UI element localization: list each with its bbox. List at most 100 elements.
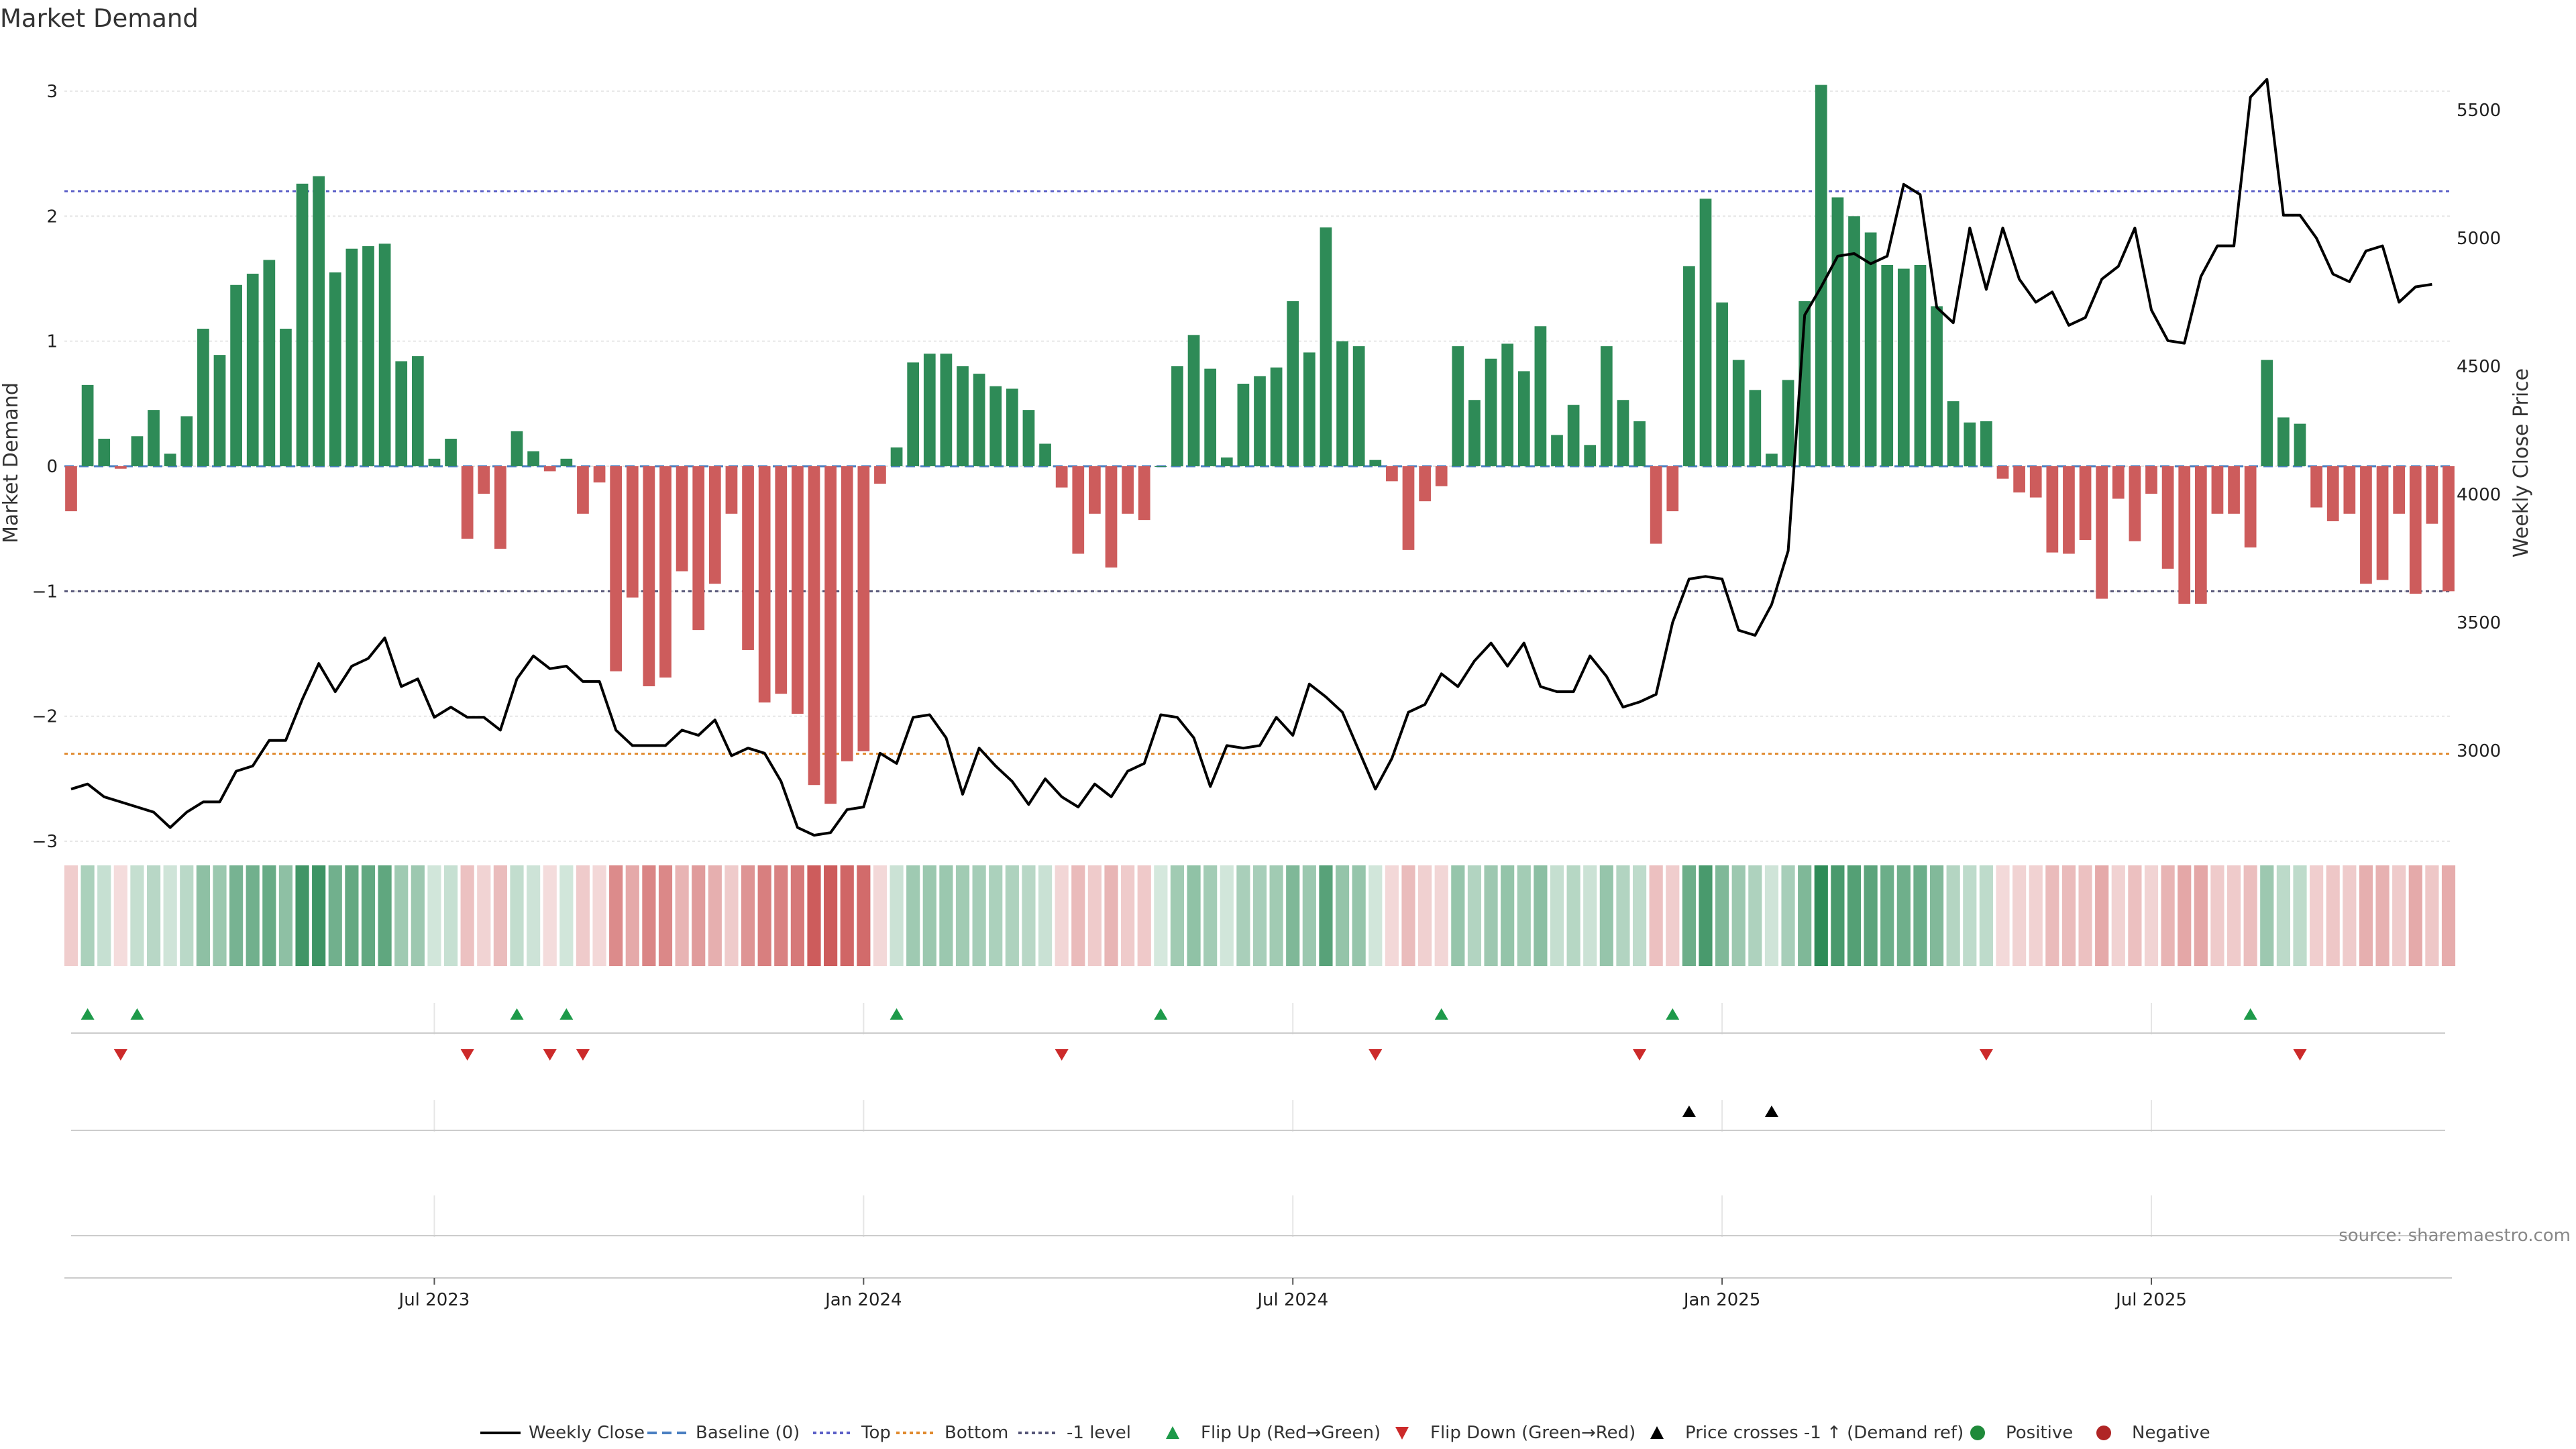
demand-bar	[213, 355, 226, 466]
flip-up-marker	[890, 1008, 904, 1020]
heat-cell	[807, 865, 821, 966]
demand-bar	[2360, 466, 2372, 584]
demand-bar	[676, 466, 688, 572]
heat-cell	[955, 865, 970, 966]
demand-bar	[114, 466, 127, 469]
heat-cell	[741, 865, 755, 966]
y2-axis-label: Weekly Close Price	[2510, 368, 2533, 557]
demand-bar	[1220, 457, 1233, 466]
demand-bar	[2194, 466, 2207, 604]
heat-cell	[2045, 865, 2059, 966]
demand-bar	[2261, 360, 2273, 466]
heat-cell	[278, 865, 293, 966]
heat-cell	[642, 865, 656, 966]
legend-label: Weekly Close	[529, 1423, 645, 1443]
demand-bar	[1683, 266, 1695, 466]
chart-title: Market Demand	[0, 4, 199, 33]
flip-down-marker	[1055, 1049, 1069, 1061]
demand-bar	[329, 272, 341, 466]
source-note: source: sharemaestro.com	[2339, 1226, 2571, 1246]
demand-bar	[1435, 466, 1448, 486]
heat-cell	[1566, 865, 1580, 966]
flip-up-marker	[510, 1008, 524, 1020]
demand-bar	[1964, 422, 1976, 466]
demand-bar	[1881, 264, 1894, 466]
y-tick-label: −3	[32, 832, 58, 852]
heat-cell	[708, 865, 722, 966]
heat-cell	[1170, 865, 1185, 966]
heat-cell	[1252, 865, 1267, 966]
demand-bar	[263, 260, 276, 466]
heat-cell	[378, 865, 392, 966]
demand-bar	[2294, 423, 2306, 466]
y-tick-label: 2	[46, 207, 58, 227]
demand-bar	[1749, 390, 1762, 466]
heat-cell	[2144, 865, 2159, 966]
demand-bar	[2228, 466, 2240, 514]
demand-bar	[874, 466, 886, 484]
demand-bar	[1633, 421, 1646, 466]
demand-bar	[1171, 366, 1183, 466]
demand-bar	[180, 416, 193, 466]
heat-cell	[113, 865, 127, 966]
demand-bar	[1732, 360, 1745, 466]
flip-up-marker	[130, 1008, 144, 1020]
demand-bar	[2063, 466, 2075, 554]
demand-bar	[1237, 384, 1250, 466]
heat-cell	[675, 865, 689, 966]
heat-cell	[2276, 865, 2290, 966]
demand-heat-strip	[64, 865, 2456, 966]
heat-cell	[146, 865, 161, 966]
heat-cell	[2210, 865, 2224, 966]
heat-cell	[1880, 865, 1894, 966]
flip-down-marker	[1368, 1049, 1383, 1061]
heat-cell	[1401, 865, 1415, 966]
demand-bar	[890, 447, 903, 466]
demand-bar	[345, 248, 358, 466]
heat-cell	[2310, 865, 2324, 966]
demand-bar	[230, 284, 242, 466]
heat-cell	[2095, 865, 2109, 966]
demand-bar	[197, 329, 209, 466]
demand-bar	[2393, 466, 2406, 514]
flip-up-marker	[2243, 1008, 2257, 1020]
demand-bar	[708, 466, 721, 584]
demand-bar	[2029, 466, 2042, 498]
demand-bar	[1022, 410, 1035, 466]
heat-cell	[1929, 865, 1944, 966]
demand-bar	[940, 354, 953, 466]
demand-bar	[1897, 268, 1910, 466]
heat-cell	[180, 865, 194, 966]
legend-label: Top	[861, 1423, 891, 1443]
heat-cell	[2425, 865, 2439, 966]
heat-cell	[2161, 865, 2175, 966]
heat-cell	[658, 865, 673, 966]
heat-cell	[1781, 865, 1795, 966]
heat-cell	[361, 865, 376, 966]
heat-cell	[1798, 865, 1812, 966]
heat-cell	[1896, 865, 1911, 966]
demand-bar	[445, 439, 457, 466]
heat-cell	[1764, 865, 1779, 966]
demand-bar	[1138, 466, 1150, 521]
demand-bar	[2161, 466, 2174, 569]
demand-bar	[1402, 466, 1415, 550]
demand-bar	[626, 466, 639, 598]
demand-bar	[527, 451, 539, 466]
demand-bar	[725, 466, 738, 514]
demand-bar	[610, 466, 623, 672]
heat-cell	[1731, 865, 1746, 966]
flip-up-marker	[559, 1008, 574, 1020]
flip-up-marker	[1434, 1008, 1448, 1020]
legend-swatch	[1650, 1426, 1664, 1439]
heat-cell	[1187, 865, 1201, 966]
x-tick-label: Jul 2025	[2114, 1290, 2187, 1310]
demand-bar	[1485, 358, 1497, 466]
heat-cell	[2359, 865, 2373, 966]
heat-cell	[1154, 865, 1168, 966]
heat-cell	[1137, 865, 1151, 966]
demand-bar	[1336, 341, 1348, 466]
heat-cell	[130, 865, 144, 966]
demand-bar	[1716, 302, 1728, 466]
demand-bar	[1287, 301, 1299, 466]
